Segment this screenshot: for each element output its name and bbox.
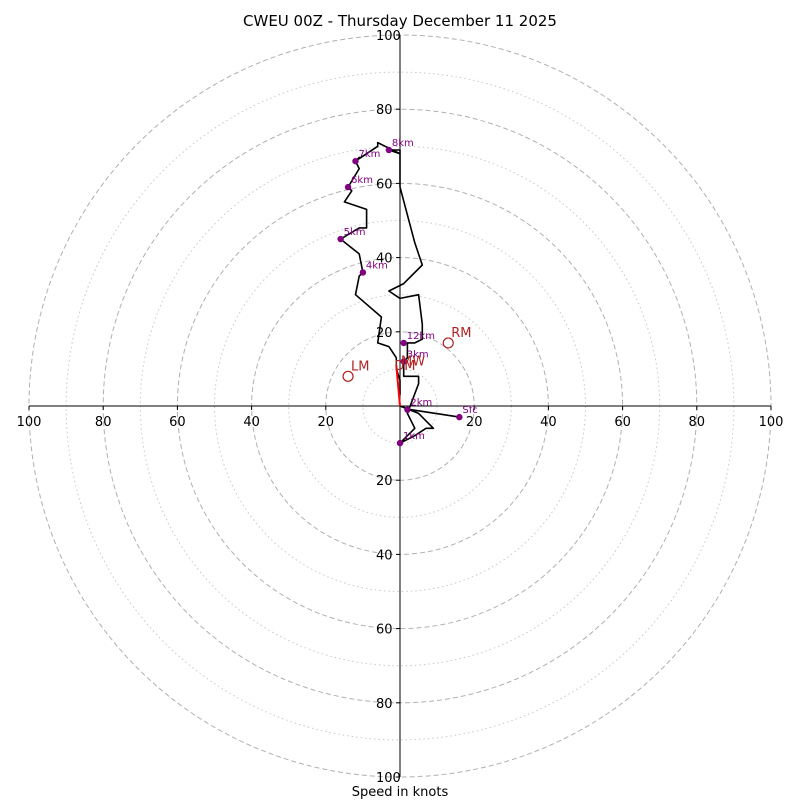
x-tick-label: 60 <box>614 415 631 430</box>
storm-motion-label-rm: RM <box>451 326 471 341</box>
height-markers: Sfc 1km 2km 3km 12km 4km 5km 6km 7km 8km <box>337 138 478 447</box>
y-tick-label: 100 <box>376 29 401 44</box>
deviant-motion-label: DM <box>394 359 415 374</box>
height-marker-7km <box>352 157 359 165</box>
y-tick-label: 40 <box>376 548 393 563</box>
x-tick-label: 60 <box>169 415 186 430</box>
height-marker-5km <box>337 235 344 243</box>
storm-motion-label-lm: LM <box>351 359 369 374</box>
height-marker-3km <box>400 358 407 365</box>
height-label-3km: 3km <box>407 349 429 360</box>
x-tick-label: 100 <box>17 415 42 430</box>
mean-wind-label: MW <box>401 354 425 369</box>
x-tick-label: 80 <box>689 415 706 430</box>
height-marker-2km <box>404 406 411 413</box>
height-marker-1km <box>396 439 404 447</box>
x-tick-label: 20 <box>318 415 335 430</box>
y-tick-label: 100 <box>376 771 401 786</box>
height-label-2km: 2km <box>410 398 432 409</box>
height-marker-8km <box>385 146 393 154</box>
height-marker-6km <box>344 183 352 191</box>
y-tick-label: 80 <box>376 103 393 118</box>
height-marker-12km <box>400 339 407 347</box>
x-tick-label: 20 <box>466 415 483 430</box>
axis-ticks: 1001008080606040402020202040406060808010… <box>17 29 784 786</box>
x-tick-label: 40 <box>243 415 260 430</box>
height-label-4km: 4km <box>366 260 388 271</box>
shear-vector <box>395 365 401 407</box>
x-axis-label: Speed in knots <box>352 785 449 800</box>
storm-motion-rm <box>442 337 454 349</box>
x-tick-label: 100 <box>759 415 784 430</box>
height-label-Sfc: Sfc <box>462 405 477 416</box>
height-label-7km: 7km <box>358 149 380 160</box>
height-marker-Sfc <box>456 413 463 421</box>
height-label-6km: 6km <box>351 175 373 186</box>
height-label-12km: 12km <box>407 331 435 342</box>
storm-motion-lm <box>342 370 354 382</box>
y-tick-label: 20 <box>376 474 393 489</box>
y-tick-label: 60 <box>376 623 393 638</box>
height-label-5km: 5km <box>344 227 366 238</box>
y-tick-label: 80 <box>376 697 393 712</box>
chart-title: CWEU 00Z - Thursday December 11 2025 <box>243 12 557 30</box>
height-label-1km: 1km <box>403 431 425 442</box>
height-marker-4km <box>359 269 367 276</box>
y-tick-label: 60 <box>376 177 393 192</box>
x-tick-label: 40 <box>540 415 557 430</box>
y-tick-label: 40 <box>376 252 393 267</box>
x-tick-label: 80 <box>95 415 112 430</box>
height-label-8km: 8km <box>392 138 414 149</box>
